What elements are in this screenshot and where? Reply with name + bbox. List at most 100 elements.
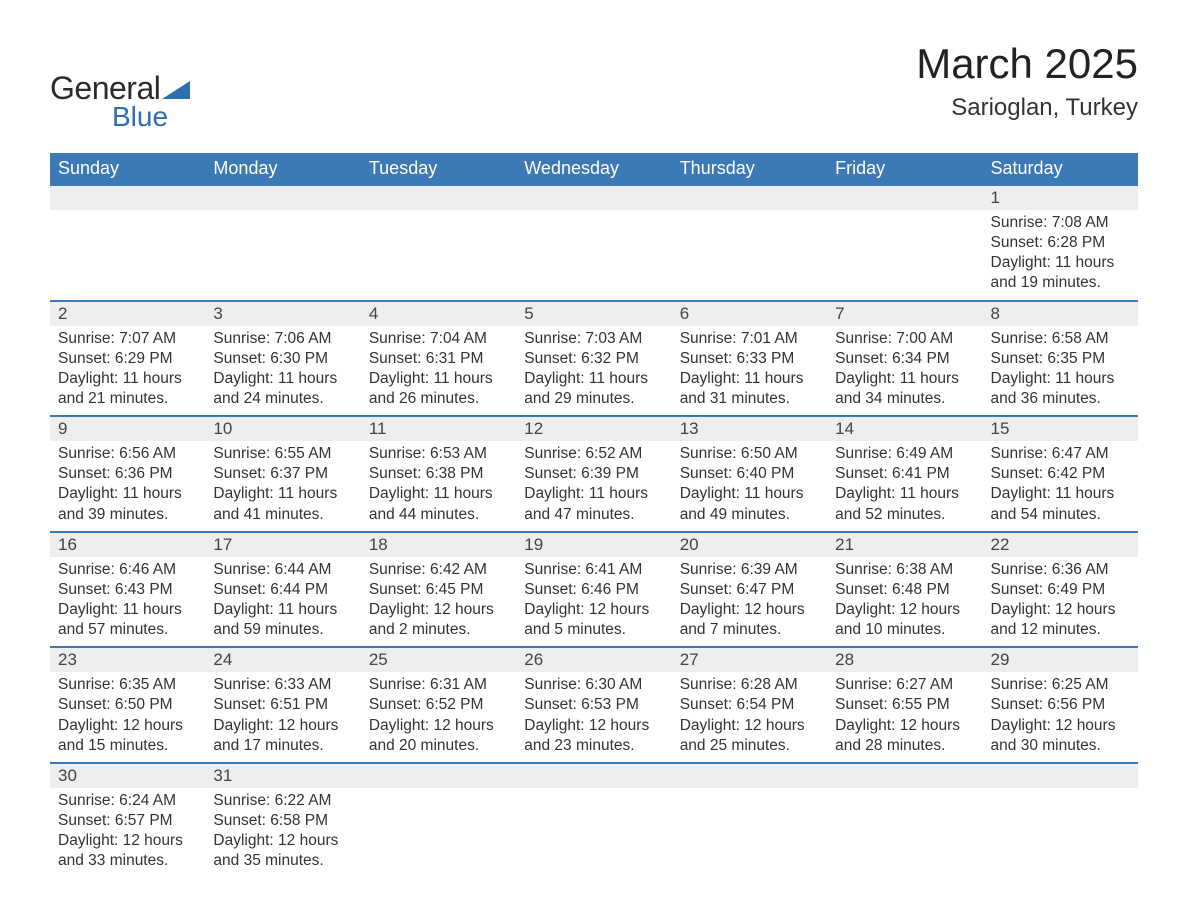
day-number-cell: 4 <box>361 301 516 326</box>
day-content-row: Sunrise: 6:56 AMSunset: 6:36 PMDaylight:… <box>50 441 1138 532</box>
day-number-cell: 21 <box>827 532 982 557</box>
day-number-cell: 14 <box>827 416 982 441</box>
day-content-cell: Sunrise: 6:44 AMSunset: 6:44 PMDaylight:… <box>205 557 360 648</box>
day-info-line: and 54 minutes. <box>991 505 1130 525</box>
day-info-line: Sunset: 6:47 PM <box>680 580 819 600</box>
day-info-line: Daylight: 11 hours <box>835 484 974 504</box>
day-number-cell <box>827 185 982 210</box>
day-info-line: Sunset: 6:41 PM <box>835 464 974 484</box>
day-info-line: and 35 minutes. <box>213 851 352 871</box>
day-info-line: and 29 minutes. <box>524 389 663 409</box>
day-number-cell: 8 <box>983 301 1138 326</box>
day-content-cell <box>361 210 516 301</box>
day-info-line: Sunrise: 6:38 AM <box>835 560 974 580</box>
day-number-cell: 27 <box>672 647 827 672</box>
day-info-line: Sunrise: 6:33 AM <box>213 675 352 695</box>
day-info-line: Sunrise: 6:24 AM <box>58 791 197 811</box>
day-info-line: Daylight: 11 hours <box>835 369 974 389</box>
day-content-cell: Sunrise: 6:46 AMSunset: 6:43 PMDaylight:… <box>50 557 205 648</box>
day-number-cell: 11 <box>361 416 516 441</box>
day-info-line: Sunset: 6:55 PM <box>835 695 974 715</box>
day-content-cell <box>672 788 827 878</box>
day-info-line: Daylight: 11 hours <box>991 253 1130 273</box>
day-info-line: Sunrise: 6:49 AM <box>835 444 974 464</box>
day-number-cell: 28 <box>827 647 982 672</box>
day-number-cell: 15 <box>983 416 1138 441</box>
day-info-line: Sunset: 6:35 PM <box>991 349 1130 369</box>
logo-text-blue: Blue <box>112 101 190 133</box>
day-info-line: Daylight: 11 hours <box>524 369 663 389</box>
day-info-line: Sunrise: 6:25 AM <box>991 675 1130 695</box>
day-info-line: Sunset: 6:50 PM <box>58 695 197 715</box>
day-number-cell: 30 <box>50 763 205 788</box>
day-content-cell: Sunrise: 6:53 AMSunset: 6:38 PMDaylight:… <box>361 441 516 532</box>
day-info-line: Sunrise: 7:07 AM <box>58 329 197 349</box>
day-content-cell: Sunrise: 6:38 AMSunset: 6:48 PMDaylight:… <box>827 557 982 648</box>
day-info-line: Sunset: 6:45 PM <box>369 580 508 600</box>
day-number-cell <box>50 185 205 210</box>
day-content-row: Sunrise: 6:24 AMSunset: 6:57 PMDaylight:… <box>50 788 1138 878</box>
day-info-line: Daylight: 11 hours <box>58 369 197 389</box>
day-content-cell: Sunrise: 6:56 AMSunset: 6:36 PMDaylight:… <box>50 441 205 532</box>
day-info-line: Sunset: 6:52 PM <box>369 695 508 715</box>
day-number-cell <box>205 185 360 210</box>
day-number-cell: 17 <box>205 532 360 557</box>
day-info-line: Sunrise: 6:53 AM <box>369 444 508 464</box>
day-info-line: Daylight: 11 hours <box>680 369 819 389</box>
day-info-line: Sunset: 6:38 PM <box>369 464 508 484</box>
day-info-line: Sunrise: 7:06 AM <box>213 329 352 349</box>
day-info-line: Sunset: 6:46 PM <box>524 580 663 600</box>
day-content-cell: Sunrise: 6:58 AMSunset: 6:35 PMDaylight:… <box>983 326 1138 417</box>
day-info-line: Sunrise: 6:42 AM <box>369 560 508 580</box>
day-info-line: Sunset: 6:29 PM <box>58 349 197 369</box>
day-info-line: Daylight: 12 hours <box>524 600 663 620</box>
day-info-line: Sunset: 6:28 PM <box>991 233 1130 253</box>
day-info-line: and 41 minutes. <box>213 505 352 525</box>
day-info-line: Sunrise: 6:22 AM <box>213 791 352 811</box>
day-info-line: Sunrise: 7:01 AM <box>680 329 819 349</box>
day-number-cell: 16 <box>50 532 205 557</box>
day-content-cell: Sunrise: 6:30 AMSunset: 6:53 PMDaylight:… <box>516 672 671 763</box>
day-number-cell: 1 <box>983 185 1138 210</box>
header: General Blue March 2025 Sarioglan, Turke… <box>50 40 1138 133</box>
day-content-row: Sunrise: 7:08 AMSunset: 6:28 PMDaylight:… <box>50 210 1138 301</box>
day-content-cell <box>361 788 516 878</box>
day-content-cell: Sunrise: 7:00 AMSunset: 6:34 PMDaylight:… <box>827 326 982 417</box>
day-info-line: Sunrise: 6:27 AM <box>835 675 974 695</box>
weekday-header-row: SundayMondayTuesdayWednesdayThursdayFrid… <box>50 153 1138 185</box>
weekday-header: Thursday <box>672 153 827 185</box>
day-info-line: and 19 minutes. <box>991 273 1130 293</box>
day-info-line: Sunset: 6:37 PM <box>213 464 352 484</box>
day-info-line: Daylight: 12 hours <box>524 716 663 736</box>
day-info-line: Daylight: 11 hours <box>524 484 663 504</box>
day-content-cell <box>827 788 982 878</box>
day-number-cell: 18 <box>361 532 516 557</box>
weekday-header: Friday <box>827 153 982 185</box>
day-number-cell: 29 <box>983 647 1138 672</box>
day-info-line: Sunset: 6:48 PM <box>835 580 974 600</box>
day-number-cell: 26 <box>516 647 671 672</box>
day-info-line: and 26 minutes. <box>369 389 508 409</box>
day-content-cell: Sunrise: 6:31 AMSunset: 6:52 PMDaylight:… <box>361 672 516 763</box>
day-content-row: Sunrise: 6:46 AMSunset: 6:43 PMDaylight:… <box>50 557 1138 648</box>
day-info-line: and 33 minutes. <box>58 851 197 871</box>
day-info-line: Sunrise: 6:30 AM <box>524 675 663 695</box>
title-block: March 2025 Sarioglan, Turkey <box>916 40 1138 122</box>
day-info-line: and 25 minutes. <box>680 736 819 756</box>
day-info-line: Sunrise: 7:00 AM <box>835 329 974 349</box>
day-info-line: and 12 minutes. <box>991 620 1130 640</box>
weekday-header: Tuesday <box>361 153 516 185</box>
day-number-row: 9101112131415 <box>50 416 1138 441</box>
day-info-line: Sunset: 6:53 PM <box>524 695 663 715</box>
day-content-cell: Sunrise: 6:25 AMSunset: 6:56 PMDaylight:… <box>983 672 1138 763</box>
day-info-line: Daylight: 11 hours <box>680 484 819 504</box>
day-number-row: 23242526272829 <box>50 647 1138 672</box>
day-info-line: Daylight: 11 hours <box>369 369 508 389</box>
day-number-cell: 24 <box>205 647 360 672</box>
day-content-cell: Sunrise: 6:27 AMSunset: 6:55 PMDaylight:… <box>827 672 982 763</box>
day-info-line: Sunset: 6:39 PM <box>524 464 663 484</box>
day-info-line: and 28 minutes. <box>835 736 974 756</box>
day-info-line: Daylight: 12 hours <box>835 716 974 736</box>
day-content-row: Sunrise: 7:07 AMSunset: 6:29 PMDaylight:… <box>50 326 1138 417</box>
day-info-line: Sunrise: 6:39 AM <box>680 560 819 580</box>
